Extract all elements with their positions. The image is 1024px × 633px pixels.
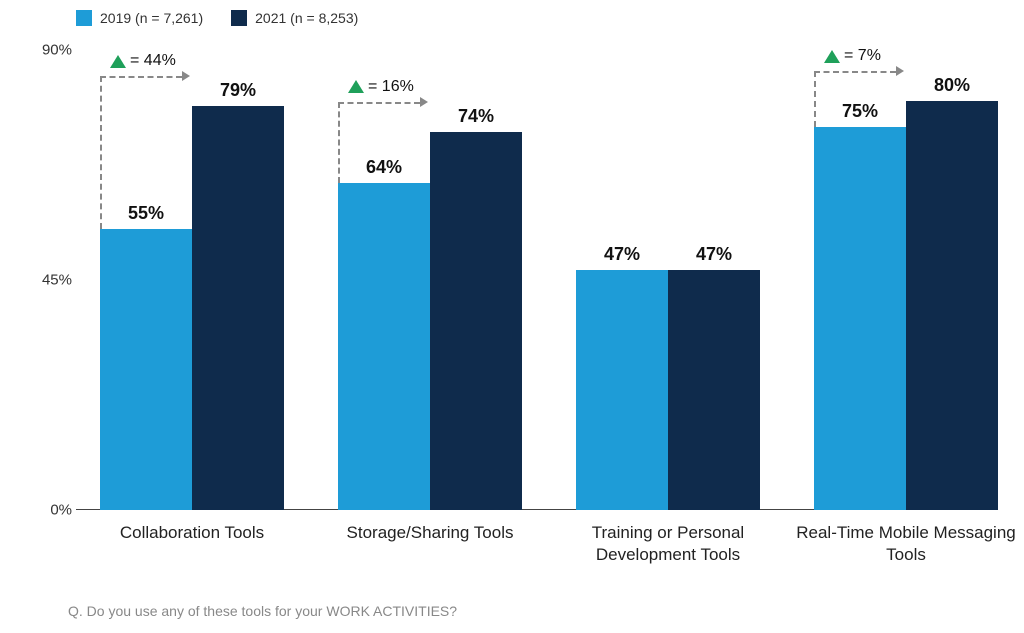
category-label: Storage/Sharing Tools	[318, 522, 542, 544]
delta-label: = 7%	[824, 47, 881, 65]
delta-up-icon	[110, 55, 126, 68]
bar-2019: 47%	[576, 270, 668, 510]
delta-arrow-icon	[420, 97, 428, 107]
plot-area: 0%45%90%55%79% = 44%64%74% = 16%47%47%75…	[76, 50, 996, 510]
bar-2021: 47%	[668, 270, 760, 510]
legend-label-2019: 2019 (n = 7,261)	[100, 10, 203, 26]
footer-question: Q. Do you use any of these tools for you…	[68, 603, 457, 619]
delta-text: = 44%	[130, 52, 176, 70]
category-label: Training or Personal Development Tools	[556, 522, 780, 566]
y-axis-tick: 45%	[28, 272, 72, 289]
delta-dash-vertical	[100, 76, 102, 229]
bar-value-label: 47%	[576, 244, 668, 265]
delta-dash-horizontal	[814, 71, 896, 73]
bar-2019: 55%	[100, 229, 192, 510]
legend-swatch-2021	[231, 10, 247, 26]
category-label: Real-Time Mobile Messaging Tools	[794, 522, 1018, 566]
bar-value-label: 64%	[338, 157, 430, 178]
delta-dash-horizontal	[100, 76, 182, 78]
bar-value-label: 74%	[430, 106, 522, 127]
delta-dash-horizontal	[338, 102, 420, 104]
legend-item-2021: 2021 (n = 8,253)	[231, 10, 358, 26]
bar-2021: 74%	[430, 132, 522, 510]
legend: 2019 (n = 7,261) 2021 (n = 8,253)	[76, 10, 358, 26]
bar-value-label: 80%	[906, 75, 998, 96]
legend-item-2019: 2019 (n = 7,261)	[76, 10, 203, 26]
category-label: Collaboration Tools	[80, 522, 304, 544]
delta-arrow-icon	[182, 71, 190, 81]
bar-2021: 80%	[906, 101, 998, 510]
bar-2021: 79%	[192, 106, 284, 510]
bar-value-label: 47%	[668, 244, 760, 265]
y-axis-tick: 0%	[28, 502, 72, 519]
y-axis-tick: 90%	[28, 42, 72, 59]
delta-dash-vertical	[338, 102, 340, 183]
delta-arrow-icon	[896, 66, 904, 76]
legend-label-2021: 2021 (n = 8,253)	[255, 10, 358, 26]
bar-2019: 64%	[338, 183, 430, 510]
delta-up-icon	[348, 80, 364, 93]
bar-2019: 75%	[814, 127, 906, 510]
bar-value-label: 55%	[100, 203, 192, 224]
chart-container: 2019 (n = 7,261) 2021 (n = 8,253) 0% 45% 9…	[0, 0, 1024, 633]
delta-text: = 16%	[368, 78, 414, 96]
delta-text: = 7%	[844, 47, 881, 65]
legend-swatch-2019	[76, 10, 92, 26]
delta-label: = 16%	[348, 78, 414, 96]
delta-dash-vertical	[814, 71, 816, 127]
bar-value-label: 75%	[814, 101, 906, 122]
delta-up-icon	[824, 50, 840, 63]
bar-value-label: 79%	[192, 80, 284, 101]
delta-label: = 44%	[110, 52, 176, 70]
